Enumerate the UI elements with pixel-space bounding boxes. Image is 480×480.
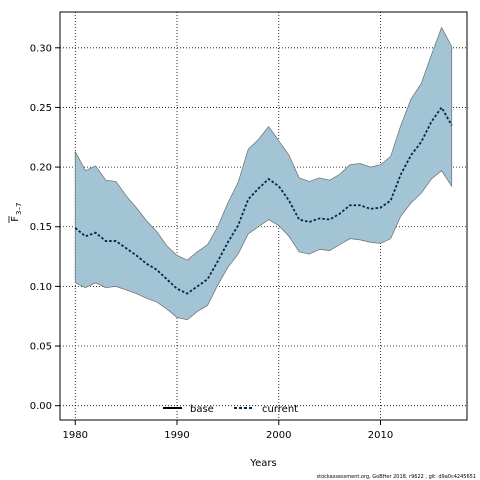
y-axis-title-subscript: 3–7 [15, 203, 23, 215]
y-tick-label-2: 0.10 [30, 282, 52, 293]
legend-current-label: current [262, 404, 298, 415]
x-tick-label-2010: 2010 [368, 430, 393, 441]
y-tick-label-1: 0.05 [30, 342, 52, 353]
y-tick-label-5: 0.25 [30, 103, 52, 114]
confidence-band-layer [74, 26, 453, 321]
x-axis: 1980 1990 2000 2010 [63, 420, 393, 441]
y-axis: 0.00 0.05 0.10 0.15 0.20 0.25 0.30 [30, 43, 60, 412]
x-tick-label-2000: 2000 [266, 430, 291, 441]
confidence-band [74, 26, 453, 321]
y-axis-title-main: F [10, 216, 21, 222]
legend: base current [163, 404, 298, 415]
current-series-line [74, 105, 453, 295]
y-axis-title: F 3–7 [8, 203, 23, 223]
y-tick-label-3: 0.15 [30, 222, 52, 233]
y-tick-label-6: 0.30 [30, 43, 52, 54]
plot-frame [59, 11, 468, 421]
y-tick-label-4: 0.20 [30, 163, 52, 174]
y-tick-label-0: 0.00 [30, 401, 52, 412]
x-tick-label-1980: 1980 [63, 430, 88, 441]
x-tick-label-1990: 1990 [164, 430, 189, 441]
series-lines [74, 105, 453, 295]
legend-base-label: base [190, 404, 214, 415]
x-axis-title: Years [249, 458, 276, 469]
footer-credit: stockassessment.org, GoBHer 2018, r9622 … [317, 474, 477, 480]
